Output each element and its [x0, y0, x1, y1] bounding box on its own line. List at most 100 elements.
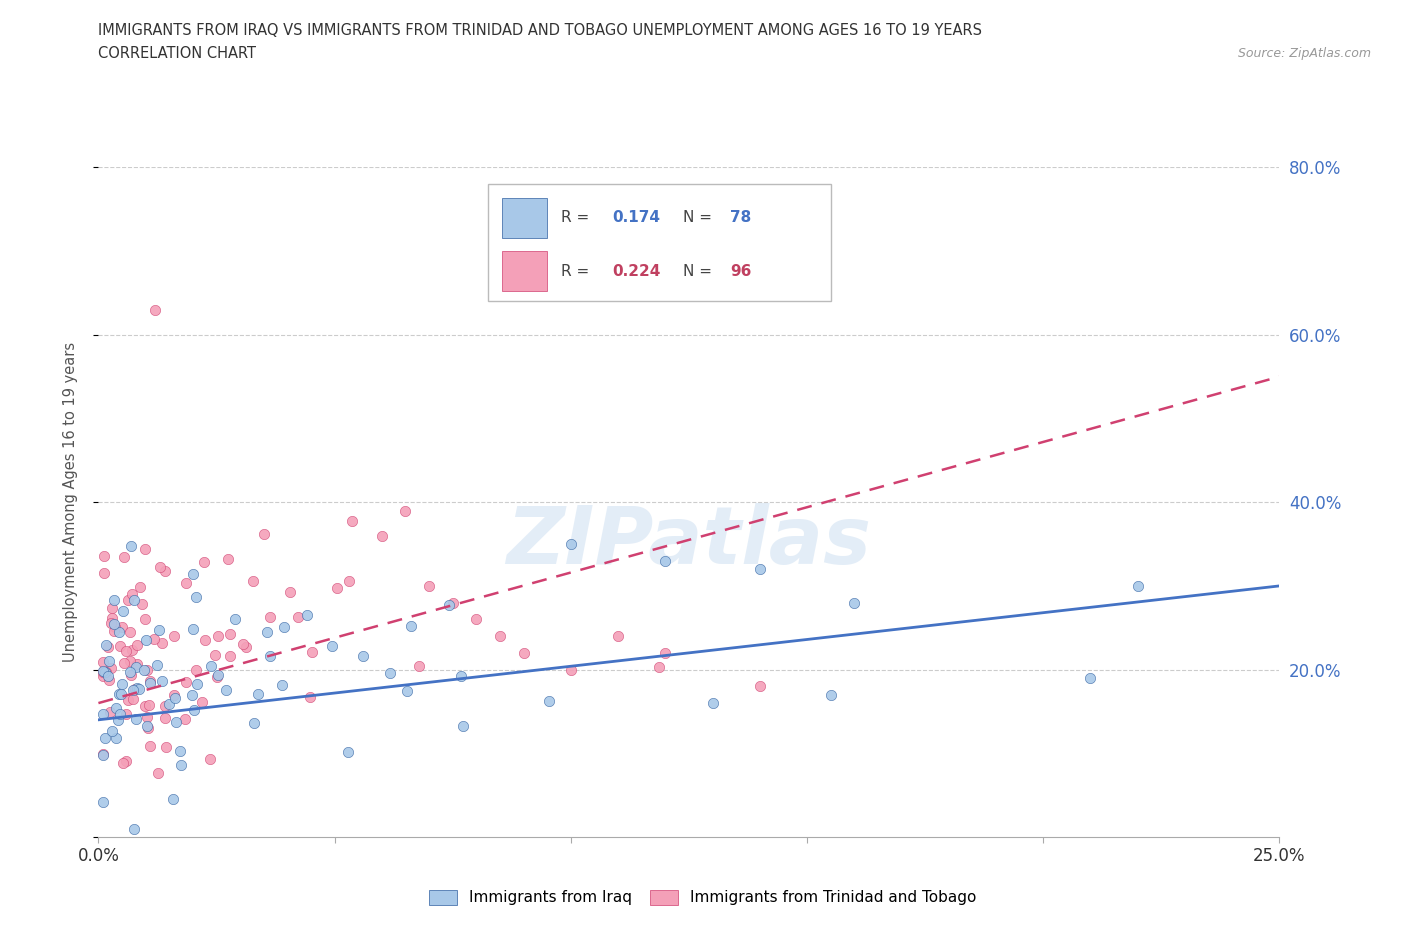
Point [121, 692, 143, 707]
Point [326, 581, 349, 596]
Point [114, 753, 136, 768]
Point [198, 751, 221, 766]
Point [299, 690, 322, 705]
Point [136, 721, 159, 736]
Point [748, 562, 770, 577]
Point [103, 617, 125, 631]
Text: 0.174: 0.174 [612, 210, 661, 225]
Text: Source: ZipAtlas.com: Source: ZipAtlas.com [1237, 46, 1371, 60]
Point [91, 664, 114, 679]
Point [93, 663, 115, 678]
Point [120, 668, 142, 683]
Point [176, 674, 198, 689]
Point [93, 565, 115, 580]
Point [138, 676, 160, 691]
Point [186, 677, 208, 692]
Point [191, 695, 214, 710]
Point [110, 677, 132, 692]
Point [103, 592, 125, 607]
Point [125, 711, 148, 726]
Point [125, 657, 148, 671]
Point [537, 693, 560, 708]
Point [97, 672, 120, 687]
Point [148, 765, 170, 780]
Point [149, 559, 172, 574]
Point [104, 619, 127, 634]
Text: CORRELATION CHART: CORRELATION CHART [98, 46, 256, 61]
Point [181, 621, 204, 636]
Point [401, 618, 423, 633]
Point [180, 688, 202, 703]
Point [321, 638, 343, 653]
Text: N =: N = [683, 210, 717, 225]
Point [98, 654, 121, 669]
Point [153, 711, 176, 725]
Point [702, 696, 724, 711]
Point [120, 654, 142, 669]
Point [117, 693, 139, 708]
Point [378, 665, 401, 680]
Point [163, 688, 186, 703]
Text: IMMIGRANTS FROM IRAQ VS IMMIGRANTS FROM TRINIDAD AND TOBAGO UNEMPLOYMENT AMONG A: IMMIGRANTS FROM IRAQ VS IMMIGRANTS FROM … [98, 23, 983, 38]
Point [128, 682, 150, 697]
Point [97, 640, 120, 655]
Point [200, 658, 222, 673]
Legend: Immigrants from Iraq, Immigrants from Trinidad and Tobago: Immigrants from Iraq, Immigrants from Tr… [422, 883, 984, 913]
Point [219, 627, 242, 642]
Point [101, 724, 124, 738]
Point [184, 590, 207, 604]
Point [163, 690, 186, 705]
Point [139, 739, 162, 754]
Point [110, 686, 132, 701]
Point [560, 537, 582, 551]
Point [134, 542, 156, 557]
Point [146, 658, 169, 672]
Point [121, 586, 143, 601]
Point [155, 739, 177, 754]
Point [465, 612, 488, 627]
Text: R =: R = [561, 210, 595, 225]
Point [138, 698, 160, 712]
Point [91, 748, 114, 763]
Point [278, 585, 301, 600]
Point [654, 645, 676, 660]
Point [100, 601, 122, 616]
Point [194, 632, 217, 647]
Point [352, 648, 374, 663]
Point [107, 712, 129, 727]
Point [97, 669, 120, 684]
Point [235, 640, 257, 655]
Point [607, 629, 630, 644]
Point [207, 667, 229, 682]
Point [163, 629, 186, 644]
Point [118, 625, 141, 640]
Point [301, 644, 323, 659]
Point [124, 821, 146, 836]
Point [121, 683, 143, 698]
Point [207, 629, 229, 644]
Point [108, 686, 131, 701]
Point [120, 539, 142, 554]
Point [98, 704, 121, 719]
Point [96, 638, 118, 653]
Point [242, 715, 264, 730]
Point [100, 616, 122, 631]
Point [94, 730, 117, 745]
Point [93, 655, 115, 670]
Point [124, 682, 146, 697]
Point [135, 632, 157, 647]
Point [418, 578, 440, 593]
Text: N =: N = [683, 264, 717, 279]
Point [108, 707, 131, 722]
Point [183, 703, 205, 718]
Point [437, 598, 460, 613]
Text: 0.224: 0.224 [612, 264, 661, 279]
Point [112, 604, 135, 618]
Point [131, 596, 153, 611]
Point [162, 791, 184, 806]
FancyBboxPatch shape [488, 184, 831, 301]
Point [93, 549, 115, 564]
Point [148, 622, 170, 637]
Point [193, 554, 215, 569]
Point [204, 647, 226, 662]
